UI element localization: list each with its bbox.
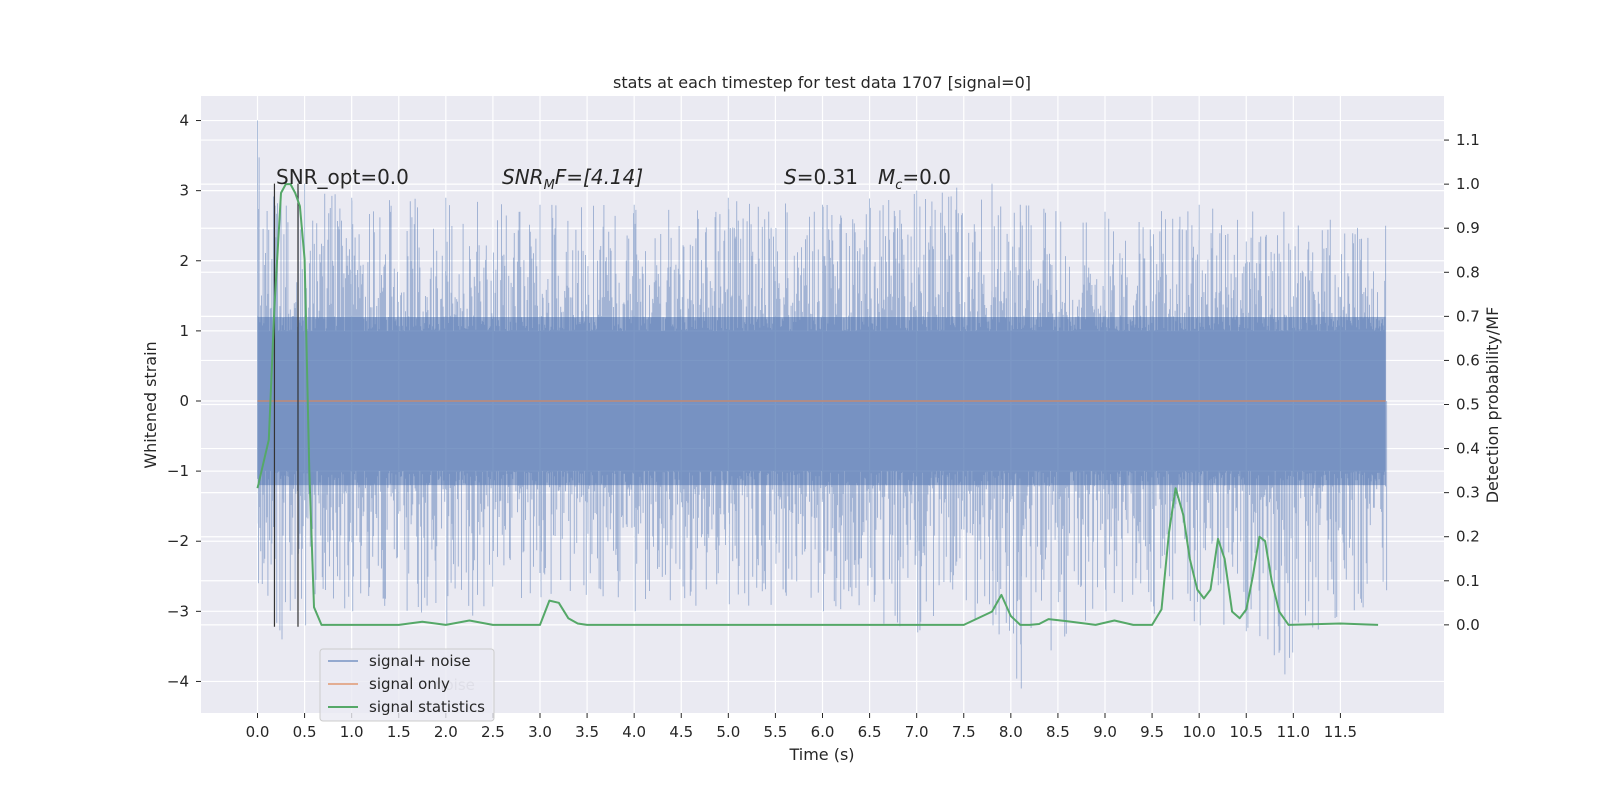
snr-mf-prefix: SNR	[502, 165, 544, 189]
y-tick-label: 3	[179, 182, 189, 200]
y-right-tick-label: 0.6	[1456, 351, 1480, 369]
x-tick-label: 4.0	[622, 723, 646, 741]
snr-opt-annotation: SNR_opt=0.0	[276, 165, 409, 189]
s-symbol: S	[784, 165, 797, 189]
legend: noise signal+ noise signal only signal s…	[319, 648, 495, 722]
y-right-tick-label: 0.0	[1456, 616, 1480, 634]
x-tick-label: 6.0	[811, 723, 835, 741]
x-tick-label: 1.0	[340, 723, 364, 741]
y-right-tick-label: 0.8	[1456, 263, 1480, 281]
y-tick-label: 4	[179, 112, 189, 130]
x-tick-label: 5.0	[716, 723, 740, 741]
x-tick-label: 6.5	[858, 723, 882, 741]
y-tick-label: −3	[167, 602, 189, 620]
x-tick-label: 3.5	[575, 723, 599, 741]
x-tick-label: 2.5	[481, 723, 505, 741]
x-axis-label: Time (s)	[788, 745, 854, 764]
snr-mf-subscript: M	[544, 178, 555, 193]
y-right-tick-label: 0.4	[1456, 440, 1480, 458]
x-tick-label: 0.5	[293, 723, 317, 741]
line-series	[256, 183, 1386, 627]
y-right-tick-label: 0.9	[1456, 219, 1480, 237]
x-tick-label: 10.0	[1182, 723, 1215, 741]
x-tick-label: 9.0	[1093, 723, 1117, 741]
mc-subscript: c	[895, 178, 902, 193]
mc-symbol: M	[878, 165, 895, 189]
axis-ticks: 0.0 0.5 1.0 1.5 2.0 2.5 3.0 3.5 4.0 4.5 5.0 5.5 6.0 6…	[167, 112, 1480, 741]
x-tick-label: 7.0	[905, 723, 929, 741]
x-tick-label: 0.0	[246, 723, 270, 741]
x-tick-label: 8.5	[1046, 723, 1070, 741]
x-tick-label: 11.0	[1277, 723, 1310, 741]
y-right-tick-label: 0.3	[1456, 484, 1480, 502]
x-tick-label: 11.5	[1324, 723, 1357, 741]
x-tick-label: 5.5	[763, 723, 787, 741]
s-value: =0.31	[797, 165, 858, 189]
x-tick-label: 9.5	[1140, 723, 1164, 741]
x-tick-label: 4.5	[669, 723, 693, 741]
x-tick-label: 7.5	[952, 723, 976, 741]
y-right-tick-label: 0.5	[1456, 396, 1480, 414]
snr-mf-annotation: SNRMF=[4.14]	[502, 165, 643, 193]
y-tick-label: −1	[167, 462, 189, 480]
x-tick-label: 8.0	[999, 723, 1023, 741]
y-right-tick-label: 1.0	[1456, 175, 1480, 193]
y-tick-label: 1	[179, 322, 189, 340]
mc-value: =0.0	[902, 165, 951, 189]
y-right-tick-label: 1.1	[1456, 131, 1480, 149]
mc-annotation: Mc=0.0	[878, 165, 951, 193]
legend-label-signal-only: signal only	[369, 675, 450, 693]
y-tick-label: −4	[167, 672, 189, 690]
legend-label-signal-statistics: signal statistics	[369, 698, 485, 716]
y-tick-label: 2	[179, 252, 189, 270]
signal-statistics-line	[256, 183, 1379, 626]
y-right-tick-label: 0.2	[1456, 528, 1480, 546]
x-tick-label: 3.0	[528, 723, 552, 741]
snr-mf-suffix: F=[4.14]	[555, 165, 643, 189]
x-tick-label: 1.5	[387, 723, 411, 741]
y-tick-label: −2	[167, 532, 189, 550]
y-axis-label: Whitened strain	[141, 341, 160, 468]
legend-label-signal-noise: signal+ noise	[369, 652, 471, 670]
legend-box	[319, 648, 495, 722]
x-tick-label: 2.0	[434, 723, 458, 741]
s-annotation: S=0.31	[784, 165, 858, 189]
y-right-tick-label: 0.1	[1456, 572, 1480, 590]
y-right-axis-label: Detection probability/MF	[1483, 307, 1502, 504]
chart-title: stats at each timestep for test data 170…	[613, 73, 1031, 92]
y-right-tick-label: 0.7	[1456, 307, 1480, 325]
x-tick-label: 10.5	[1230, 723, 1263, 741]
y-tick-label: 0	[179, 392, 189, 410]
